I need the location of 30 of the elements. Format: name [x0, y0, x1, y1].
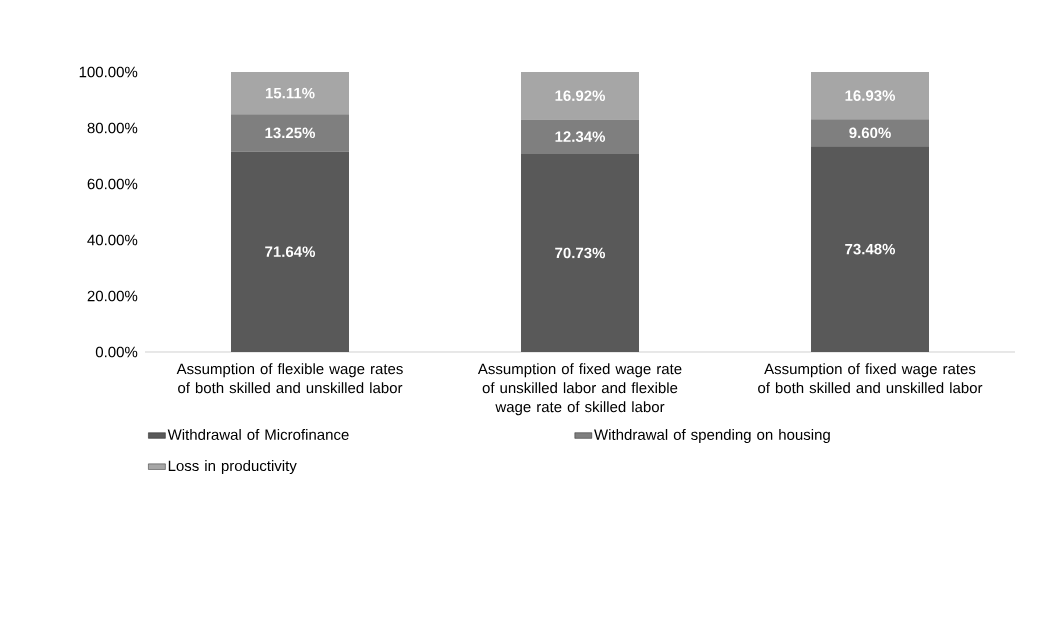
y-tick-label: 0.00%	[95, 346, 138, 358]
data-label: 15.11%	[265, 87, 315, 99]
y-tick-label: 60.00%	[87, 178, 138, 190]
data-label: 70.73%	[555, 247, 606, 259]
y-tick-label: 100.00%	[79, 66, 138, 78]
data-label: 73.48%	[845, 243, 896, 255]
y-tick-label: 40.00%	[87, 234, 138, 246]
bar	[811, 71, 930, 120]
bar	[811, 119, 930, 147]
bar	[231, 151, 350, 352]
x-tick-label: Assumption of fixed wage rate of unskilled labor and flexible wage rate of skilled labor	[477, 363, 682, 416]
bar	[521, 72, 640, 120]
bar	[231, 114, 350, 152]
bar	[231, 71, 350, 115]
legend-label: Withdrawal of spending on housing	[594, 428, 830, 443]
bar	[521, 119, 640, 154]
data-label: 9.60%	[849, 127, 891, 139]
legend-label: Withdrawal of Microfinance	[167, 428, 349, 440]
bar	[811, 146, 930, 352]
data-label: 16.92%	[555, 90, 606, 101]
y-tick-label: 80.00%	[87, 122, 138, 134]
data-label: 16.93%	[845, 90, 896, 101]
data-label: 71.64%	[265, 246, 316, 257]
x-tick-label: Assumption of flexible wage rates of both skilled and unskilled labor	[176, 363, 403, 394]
data-label: 12.34%	[555, 131, 606, 142]
legend-label: Loss in productivity	[168, 460, 297, 475]
x-tick-label: Assumption of fixed wage rates of both skilled and unskilled labor	[758, 363, 983, 394]
y-tick-label: 20.00%	[87, 290, 138, 302]
bar	[521, 153, 640, 352]
data-label: 13.25%	[265, 127, 316, 139]
